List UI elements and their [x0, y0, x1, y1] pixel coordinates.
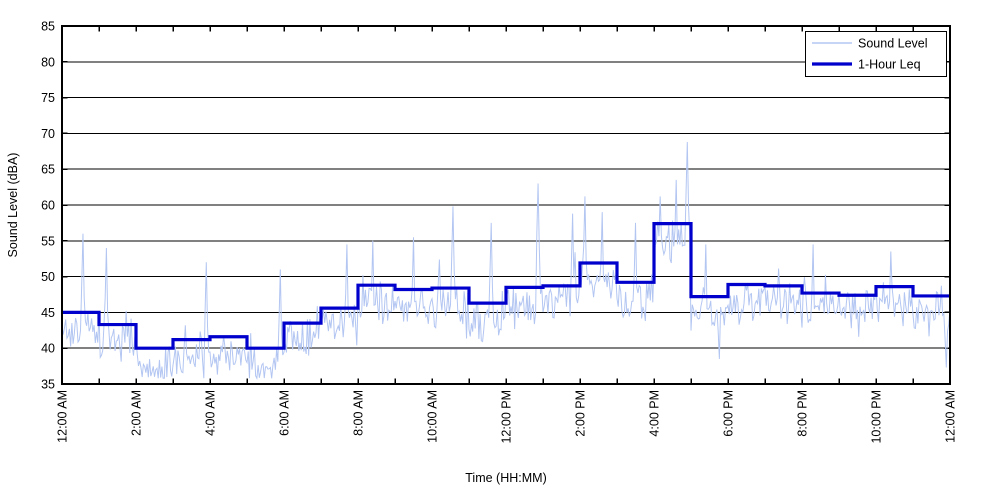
y-tick-label: 75 [41, 91, 55, 105]
y-tick-label: 45 [41, 306, 55, 320]
x-tick-label: 12:00 PM [500, 390, 514, 444]
x-tick-label: 8:00 PM [796, 390, 810, 437]
y-axis-title: Sound Level (dBA) [6, 153, 20, 258]
y-tick-label: 80 [41, 55, 55, 69]
x-tick-label: 12:00 AM [944, 390, 958, 443]
y-tick-label: 40 [41, 342, 55, 356]
x-tick-label: 6:00 PM [722, 390, 736, 437]
y-tick-label: 65 [41, 163, 55, 177]
x-tick-label: 2:00 PM [574, 390, 588, 437]
x-tick-label: 8:00 AM [352, 390, 366, 436]
y-tick-labels: 35 40 45 50 55 60 65 70 75 80 85 [41, 20, 55, 392]
y-tick-label: 35 [41, 378, 55, 392]
x-tick-label: 4:00 PM [648, 390, 662, 437]
y-tick-label: 85 [41, 20, 55, 34]
x-tick-label: 2:00 AM [130, 390, 144, 436]
y-tick-label: 60 [41, 199, 55, 213]
x-tick-label: 4:00 AM [204, 390, 218, 436]
gridlines [62, 61, 950, 349]
legend: Sound Level 1-Hour Leq [805, 31, 947, 77]
y-tick-label: 55 [41, 234, 55, 248]
leq-step-line [62, 222, 950, 350]
x-axis-title: Time (HH:MM) [465, 471, 546, 485]
legend-label-sound-level: Sound Level [858, 37, 928, 51]
x-tick-label: 10:00 PM [870, 390, 884, 444]
x-tick-label: 10:00 AM [426, 390, 440, 443]
legend-box [805, 31, 947, 77]
x-tick-label: 12:00 AM [56, 390, 70, 443]
sound-level-trace [61, 141, 951, 381]
legend-label-leq: 1-Hour Leq [858, 58, 921, 72]
y-tick-label: 70 [41, 127, 55, 141]
y-tick-label: 50 [41, 270, 55, 284]
x-tick-labels: 12:00 AM 2:00 AM 4:00 AM 6:00 AM 8:00 AM 10:0… [56, 390, 958, 444]
x-tick-label: 6:00 AM [278, 390, 292, 436]
plot-frame [61, 25, 951, 385]
